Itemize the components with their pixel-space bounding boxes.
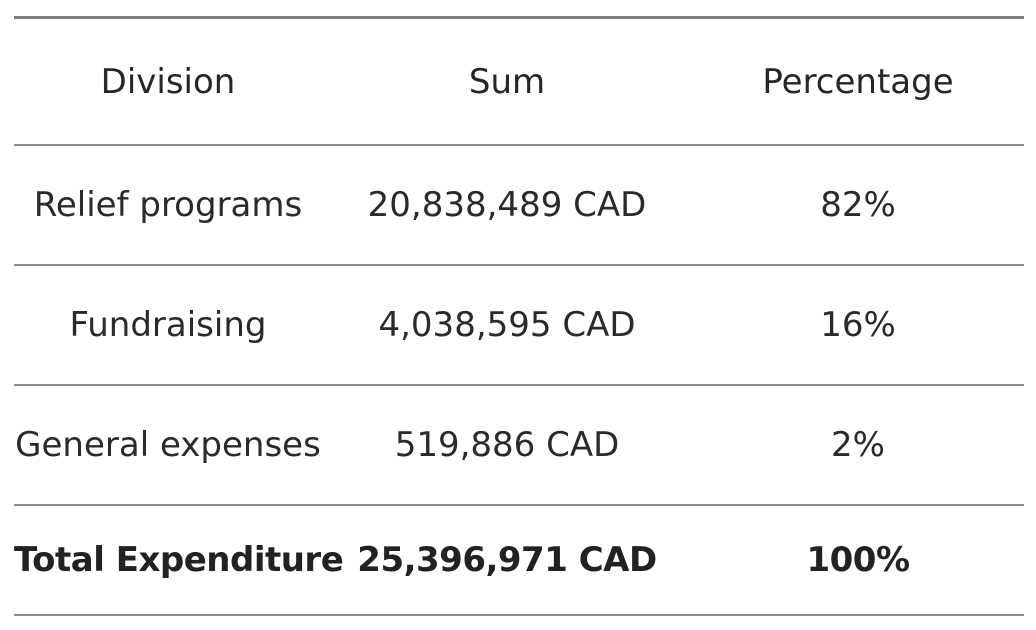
- row-divider: [14, 384, 1024, 386]
- table-row: Relief programs 20,838,489 CAD 82%: [14, 146, 1024, 264]
- division-cell: General expenses: [15, 425, 321, 465]
- table-bottom-rule: [14, 614, 1024, 616]
- division-cell: Fundraising: [69, 305, 267, 345]
- division-cell: Relief programs: [33, 185, 303, 225]
- header-sum: Sum: [468, 61, 546, 102]
- row-divider: [14, 264, 1024, 266]
- table-header-row: Division Sum Percentage: [14, 19, 1024, 144]
- total-division-cell: Total Expenditure: [14, 540, 344, 580]
- percentage-cell: 16%: [820, 305, 896, 345]
- sum-cell: 519,886 CAD: [394, 425, 620, 465]
- expenditure-table: Division Sum Percentage Relief programs …: [14, 16, 1024, 616]
- percentage-cell: 82%: [820, 185, 896, 225]
- total-row: Total Expenditure 25,396,971 CAD 100%: [14, 506, 1024, 614]
- sum-cell: 20,838,489 CAD: [367, 185, 647, 225]
- row-divider: [14, 504, 1024, 506]
- sum-cell: 4,038,595 CAD: [378, 305, 636, 345]
- table-row: General expenses 519,886 CAD 2%: [14, 386, 1024, 504]
- percentage-cell: 2%: [831, 425, 885, 465]
- header-percentage: Percentage: [762, 61, 954, 102]
- row-divider: [14, 144, 1024, 146]
- table-row: Fundraising 4,038,595 CAD 16%: [14, 266, 1024, 384]
- header-division: Division: [100, 61, 236, 102]
- total-sum-cell: 25,396,971 CAD: [357, 540, 657, 580]
- total-percentage-cell: 100%: [806, 540, 910, 580]
- table-top-rule: [14, 16, 1024, 19]
